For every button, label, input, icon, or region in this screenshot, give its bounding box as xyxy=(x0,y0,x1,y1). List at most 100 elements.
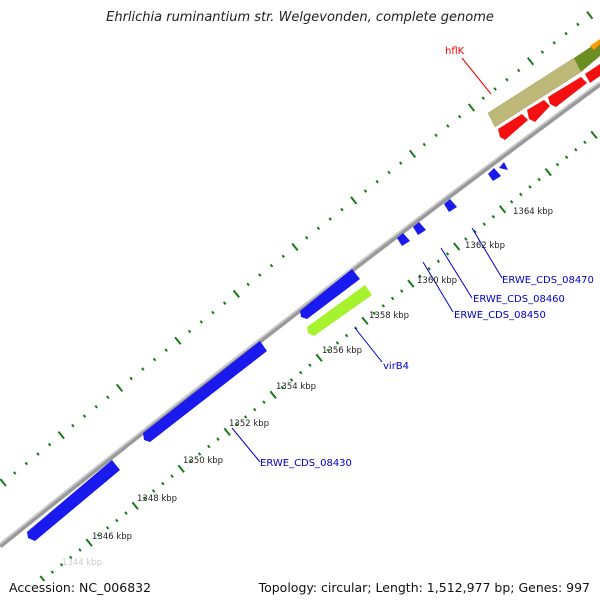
minor-tick xyxy=(262,400,266,405)
major-tick xyxy=(467,103,476,112)
minor-tick xyxy=(69,555,73,560)
minor-tick xyxy=(281,254,285,259)
minor-tick xyxy=(308,363,312,367)
minor-tick xyxy=(36,452,40,456)
minor-tick xyxy=(552,41,556,45)
minor-tick xyxy=(197,452,202,456)
connector-virB4 xyxy=(354,327,383,363)
tick-label: 1352 kbp xyxy=(229,419,269,429)
connector-08450 xyxy=(422,261,454,313)
cds-feature[interactable] xyxy=(585,64,600,83)
major-tick xyxy=(131,501,139,510)
minor-tick xyxy=(129,376,133,381)
minor-tick xyxy=(222,301,227,306)
tick-label: 1360 kbp xyxy=(417,276,457,286)
cds-feature[interactable] xyxy=(548,77,587,107)
cds-feature[interactable] xyxy=(590,39,600,50)
tick-marks xyxy=(0,11,598,584)
cds-feature-virB4[interactable] xyxy=(307,285,372,336)
tick-label: 1346 kbp xyxy=(92,532,132,542)
major-tick xyxy=(115,383,124,393)
minor-tick xyxy=(304,235,309,240)
gene-label-08460[interactable]: ERWE_CDS_08460 xyxy=(473,294,565,305)
minor-tick xyxy=(491,214,496,219)
major-tick xyxy=(586,11,594,20)
minor-tick xyxy=(141,367,145,371)
connector-hflK xyxy=(461,57,492,95)
minor-tick xyxy=(216,437,220,442)
minor-tick xyxy=(12,471,17,475)
major-tick xyxy=(526,57,535,66)
minor-tick xyxy=(78,548,82,552)
cds-feature[interactable] xyxy=(499,162,508,170)
tick-label: 1362 kbp xyxy=(465,241,505,251)
minor-tick xyxy=(434,133,438,138)
tick-label: 1364 kbp xyxy=(513,207,553,217)
gene-label-08430[interactable]: ERWE_CDS_08430 xyxy=(260,458,352,469)
minor-tick xyxy=(105,526,110,530)
minor-tick xyxy=(505,77,509,82)
cds-feature-08470[interactable] xyxy=(444,199,457,212)
minor-tick xyxy=(47,442,52,447)
minor-tick xyxy=(564,155,569,159)
minor-tick xyxy=(381,304,386,308)
minor-tick xyxy=(340,207,344,212)
cds-feature[interactable] xyxy=(498,114,528,140)
minor-tick xyxy=(519,192,523,197)
cds-feature[interactable] xyxy=(27,460,120,541)
major-tick xyxy=(177,464,185,473)
cds-feature-08450[interactable] xyxy=(397,233,410,246)
minor-tick xyxy=(576,22,580,27)
minor-tick xyxy=(246,282,250,287)
gene-label-hflK[interactable]: hflK xyxy=(445,46,465,57)
minor-tick xyxy=(517,68,521,73)
major-tick xyxy=(407,279,415,288)
minor-tick xyxy=(326,348,330,353)
tick-label: 1348 kbp xyxy=(137,494,177,504)
tick-label: 1356 kbp xyxy=(322,346,362,356)
major-tick xyxy=(174,336,182,345)
minor-tick xyxy=(207,444,211,449)
map-title: Ehrlichia ruminantium str. Welgevonden, … xyxy=(106,10,494,25)
minor-tick xyxy=(344,333,349,338)
minor-tick xyxy=(481,96,485,101)
minor-tick xyxy=(537,177,541,182)
major-tick xyxy=(408,149,417,158)
minor-tick xyxy=(269,263,274,268)
minor-tick xyxy=(298,370,303,375)
gene-label-virB4[interactable]: virB4 xyxy=(383,361,409,372)
minor-tick xyxy=(50,570,55,574)
cds-feature[interactable] xyxy=(300,269,360,319)
minor-tick xyxy=(24,461,29,466)
major-tick xyxy=(315,353,323,362)
tick-label: 1354 kbp xyxy=(276,382,316,392)
connector-08460 xyxy=(440,247,473,299)
cds-feature[interactable] xyxy=(488,168,501,181)
minor-tick xyxy=(363,189,368,193)
minor-tick xyxy=(399,161,403,165)
major-tick xyxy=(361,316,369,325)
minor-tick xyxy=(418,274,422,278)
minor-tick xyxy=(243,415,248,419)
major-tick xyxy=(0,478,7,487)
gene-label-08470[interactable]: ERWE_CDS_08470 xyxy=(502,275,594,286)
minor-tick xyxy=(473,229,477,234)
minor-tick xyxy=(445,252,450,256)
cds-feature-08460[interactable] xyxy=(413,222,426,235)
minor-tick xyxy=(289,378,294,382)
major-tick xyxy=(232,289,240,298)
cds-feature[interactable] xyxy=(527,100,550,122)
minor-tick xyxy=(161,481,165,486)
minor-tick xyxy=(151,489,156,493)
minor-tick xyxy=(106,395,110,400)
backbone-highlight xyxy=(0,81,600,545)
minor-tick xyxy=(540,50,545,54)
minor-tick xyxy=(124,511,128,515)
cds-feature-08430[interactable] xyxy=(143,341,267,442)
major-tick xyxy=(291,242,299,252)
major-tick xyxy=(453,242,461,251)
minor-tick xyxy=(96,533,101,538)
major-tick xyxy=(269,390,277,399)
gene-label-08450[interactable]: ERWE_CDS_08450 xyxy=(454,310,546,321)
